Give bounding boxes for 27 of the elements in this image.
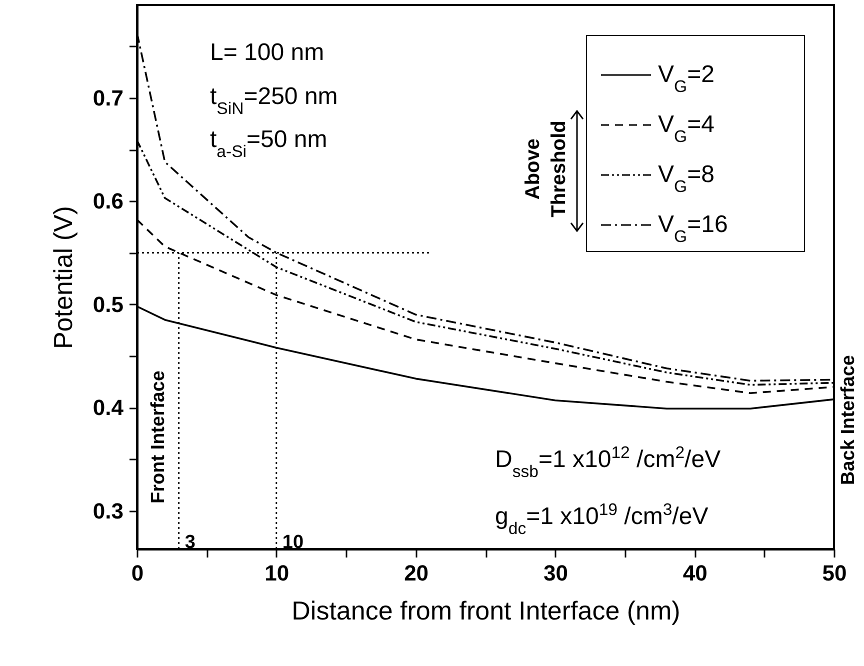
- legend-label: V$_{G}$=4: [658, 111, 714, 146]
- y-tick-label: 0.6: [92, 188, 124, 214]
- x-tick-label: 50: [822, 560, 847, 586]
- x-axis-title: Distance from front Interface (nm): [292, 596, 680, 626]
- y-tick-label: 0.3: [92, 498, 124, 524]
- y-tick-label: 0.7: [92, 85, 124, 110]
- annotation: D$_{ssb}$=1 x10$^{12}$ /cm$^{2}$/eV: [495, 442, 721, 480]
- x-tick-label: 0: [131, 560, 144, 586]
- annotation: 10: [282, 532, 304, 553]
- legend-label: V$_{G}$=16: [658, 211, 728, 246]
- legend-label: V$_{G}$=8: [658, 161, 714, 196]
- x-tick-label: 10: [264, 560, 290, 586]
- annotation: L= 100 nm: [210, 39, 324, 66]
- y-tick-label: 0.4: [92, 395, 124, 420]
- annotation: Above Threshold: [522, 120, 570, 218]
- annotation: 3: [184, 532, 196, 553]
- annotation: t$_{SiN}$=250 nm: [210, 83, 338, 118]
- text: Back Interface: [838, 355, 859, 485]
- x-tick-label: 20: [404, 560, 429, 586]
- y-tick-label: 0.5: [92, 292, 124, 317]
- legend-label: V$_{G}$=2: [658, 61, 714, 96]
- annotation: Front Interface: [148, 370, 169, 504]
- annotation: t$_{a-Si}$=50 nm: [210, 126, 328, 160]
- x-tick-label: 30: [543, 560, 568, 586]
- x-tick-label: 40: [682, 560, 708, 586]
- y-axis-title: Potential (V): [48, 206, 78, 350]
- annotation: g$_{dc}$=1 x10$^{19}$ /cm$^{3}$/eV: [495, 500, 708, 538]
